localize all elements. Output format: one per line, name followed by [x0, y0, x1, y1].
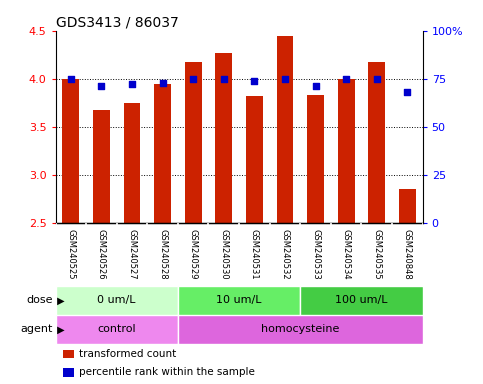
Bar — [277, 36, 293, 223]
Bar — [178, 286, 300, 315]
Point — [189, 76, 197, 82]
Bar — [300, 286, 423, 315]
Text: transformed count: transformed count — [79, 349, 177, 359]
Bar — [307, 95, 324, 223]
Bar — [154, 84, 171, 223]
Text: GSM240528: GSM240528 — [158, 229, 167, 280]
Point — [159, 79, 167, 86]
Bar — [369, 62, 385, 223]
Point — [281, 76, 289, 82]
Text: homocysteine: homocysteine — [261, 324, 340, 334]
Text: agent: agent — [21, 324, 53, 334]
Text: percentile rank within the sample: percentile rank within the sample — [79, 367, 256, 377]
Text: GSM240534: GSM240534 — [341, 229, 351, 280]
Text: 100 um/L: 100 um/L — [335, 295, 388, 306]
Point — [312, 83, 319, 89]
Text: GSM240526: GSM240526 — [97, 229, 106, 280]
Text: GSM240531: GSM240531 — [250, 229, 259, 280]
Point — [220, 76, 227, 82]
Text: GSM240530: GSM240530 — [219, 229, 228, 280]
Text: ▶: ▶ — [54, 324, 65, 334]
Text: GSM240532: GSM240532 — [281, 229, 289, 280]
Text: GSM240527: GSM240527 — [128, 229, 137, 280]
Point — [251, 78, 258, 84]
Point — [98, 83, 105, 89]
Point — [67, 76, 75, 82]
Bar — [63, 368, 74, 376]
Point — [373, 76, 381, 82]
Bar — [338, 79, 355, 223]
Bar — [56, 286, 178, 315]
Text: 0 um/L: 0 um/L — [98, 295, 136, 306]
Point — [342, 76, 350, 82]
Text: GSM240529: GSM240529 — [189, 229, 198, 280]
Bar — [399, 189, 416, 223]
Text: GSM240535: GSM240535 — [372, 229, 381, 280]
Bar — [93, 111, 110, 223]
Text: dose: dose — [27, 295, 53, 306]
Text: GSM240848: GSM240848 — [403, 229, 412, 280]
Bar — [185, 62, 201, 223]
Bar — [63, 349, 74, 358]
Point — [128, 81, 136, 88]
Text: ▶: ▶ — [54, 295, 65, 306]
Bar — [178, 315, 423, 344]
Text: GDS3413 / 86037: GDS3413 / 86037 — [56, 16, 178, 30]
Bar — [124, 103, 141, 223]
Text: control: control — [98, 324, 136, 334]
Text: GSM240533: GSM240533 — [311, 229, 320, 280]
Point — [403, 89, 411, 95]
Bar — [62, 79, 79, 223]
Bar — [215, 53, 232, 223]
Text: GSM240525: GSM240525 — [66, 229, 75, 280]
Bar — [246, 96, 263, 223]
Bar — [56, 315, 178, 344]
Text: 10 um/L: 10 um/L — [216, 295, 262, 306]
